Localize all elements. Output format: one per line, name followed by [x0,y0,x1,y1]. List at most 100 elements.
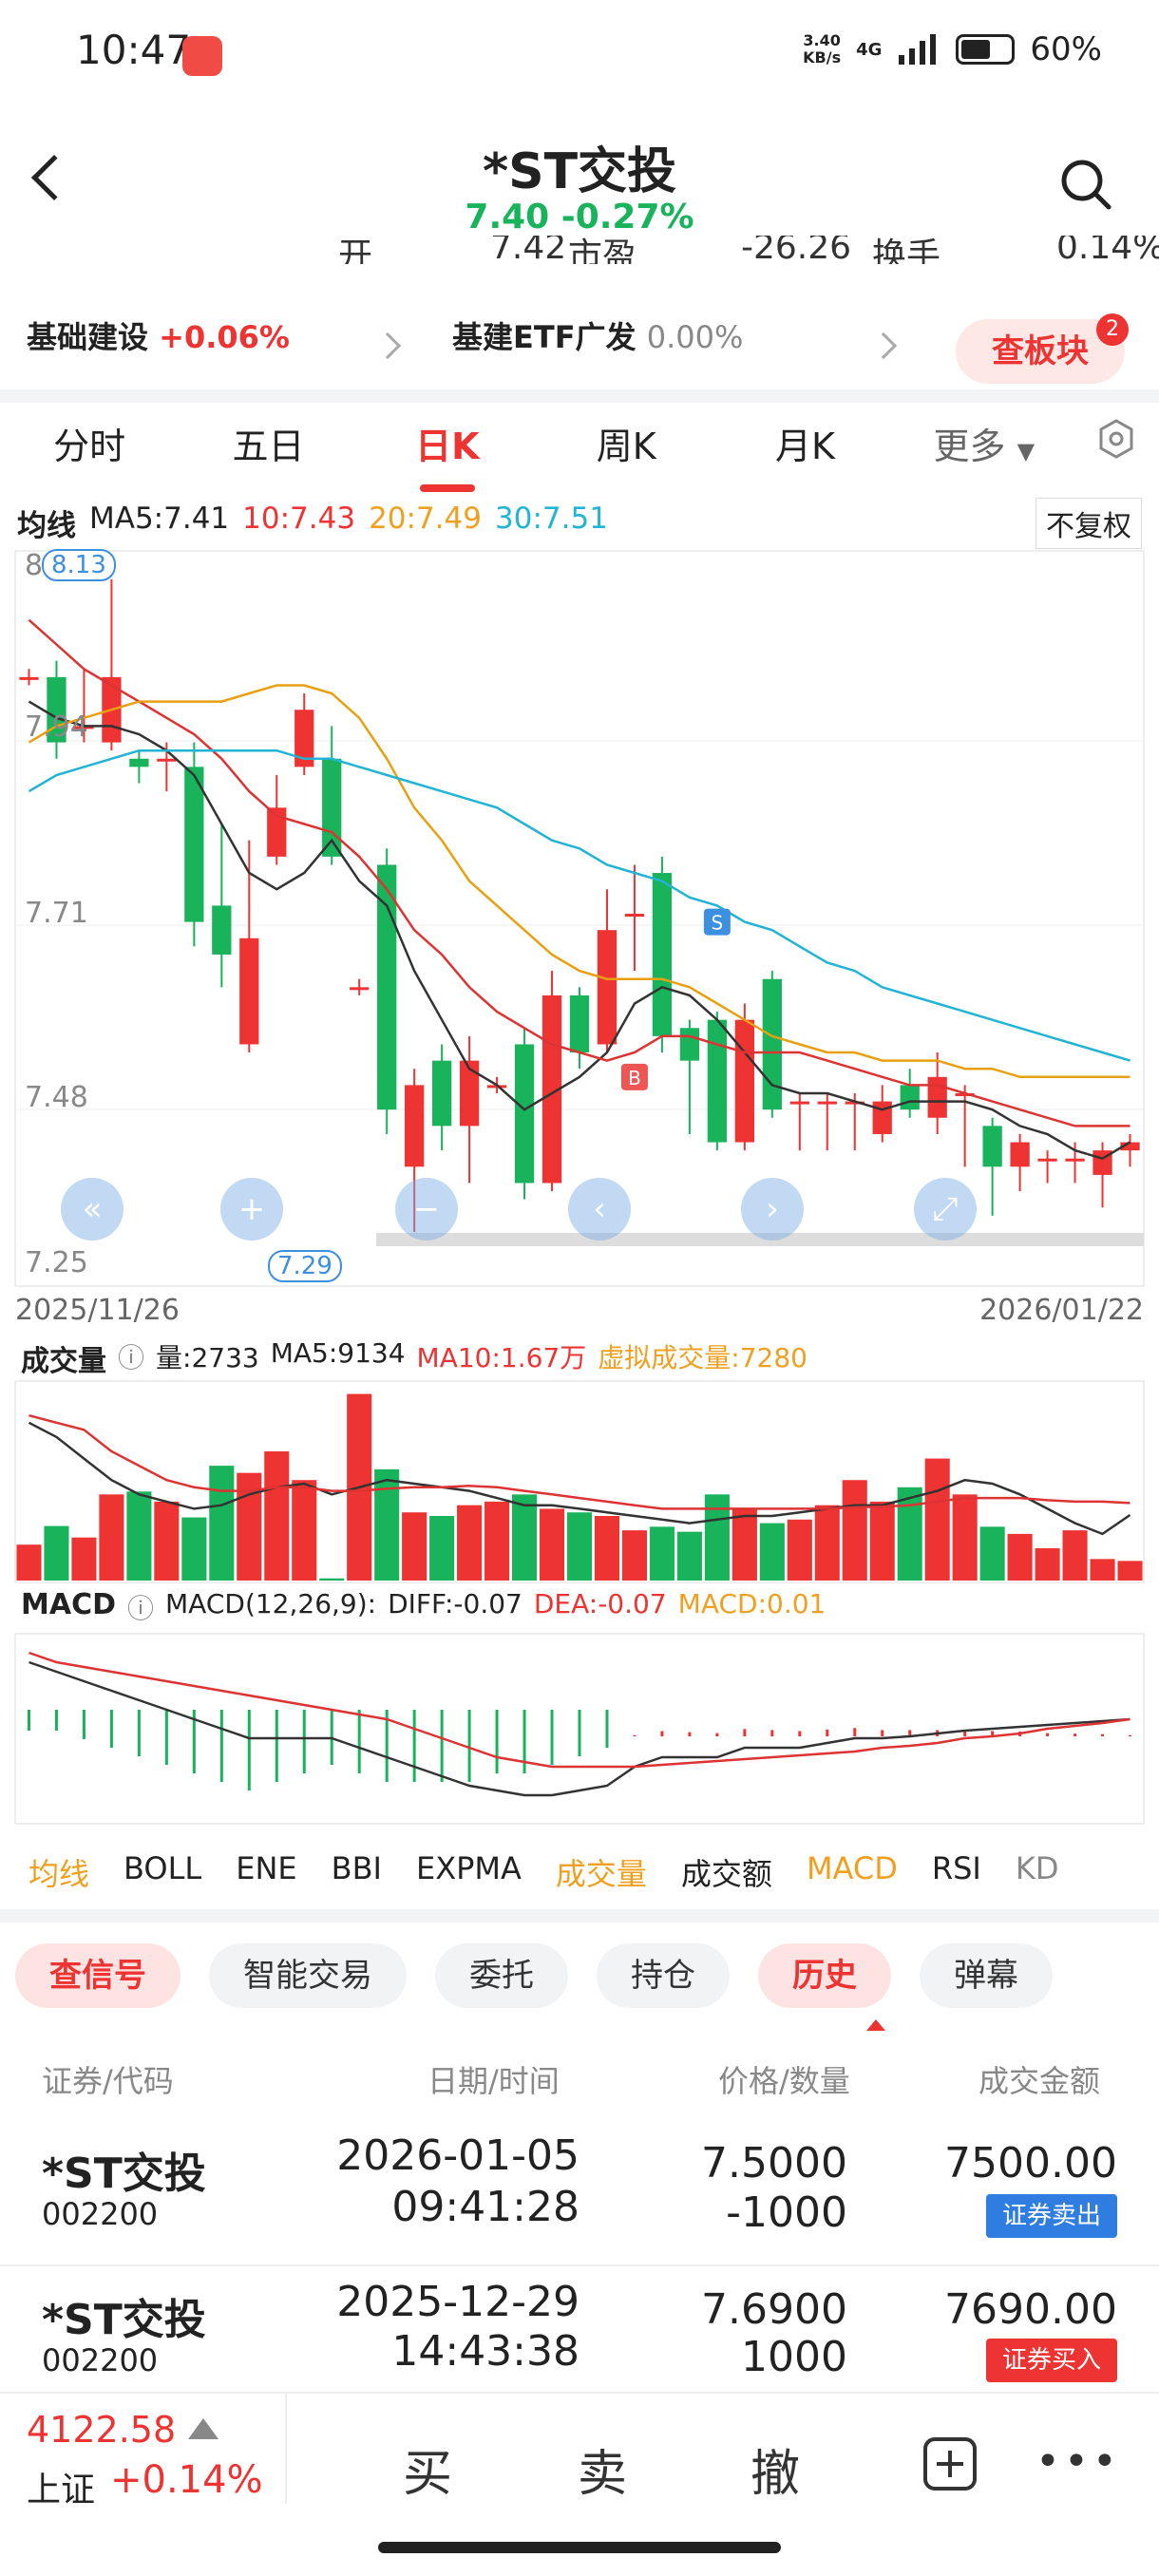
volume-bar [374,1468,400,1581]
macd-label: MACD [21,1588,116,1621]
volume-bar [429,1516,455,1581]
caret-down-icon: ▼ [1016,438,1036,464]
zoom-out-icon[interactable]: − [395,1178,458,1241]
indicator-ene[interactable]: ENE [236,1850,297,1886]
candle-body [405,1085,425,1167]
sell-button[interactable]: 卖 [578,2446,628,2503]
table-row[interactable]: *ST交投 002200 2026-01-05 09:41:28 7.5000 … [0,2124,1159,2266]
sector-link[interactable]: 基础建设 +0.06% [27,313,290,357]
tab-daily-k[interactable]: 日K [358,418,537,494]
tab-more[interactable]: 更多 ▼ [895,418,1074,494]
indicator-boll[interactable]: BOLL [124,1850,202,1886]
cancel-order-button[interactable]: 撤 [750,2446,801,2503]
volume-legend: 成交量 ⓘ 量:2733 MA5:9134 MA10:1.67万 虚拟成交量:7… [21,1337,808,1379]
candle-body [1065,1158,1085,1162]
row-price: 7.6900 [701,2285,847,2334]
volume-panel-frame [14,1380,1145,1583]
candle-body [184,767,204,922]
chart-settings-icon[interactable] [1074,418,1159,494]
indicator-expma[interactable]: EXPMA [415,1850,522,1886]
battery-icon [956,34,1016,65]
sector-pct: +0.06% [159,319,290,355]
indicator-amount[interactable]: 成交额 [680,1856,772,1892]
candle-body [1120,1142,1140,1151]
max-price-marker: 8.13 [42,549,116,581]
candle-body [267,807,287,857]
candle-body [514,1044,535,1184]
tab-monthly-k[interactable]: 月K [775,426,835,467]
stock-price-line: 7.40 -0.27% [0,198,1159,237]
history-button[interactable]: 历史 [758,1943,891,2008]
help-icon[interactable]: ⓘ [127,1593,155,1624]
peek-open-label: 开 [338,237,373,264]
volume-bar [44,1525,69,1581]
row-code: 002200 [42,2196,159,2232]
ma30-line [28,748,1130,1062]
candle-body [350,987,370,991]
sell-tag: 证券卖出 [986,2194,1117,2238]
tab-five-day[interactable]: 五日 [232,426,305,467]
row-qty: 1000 [741,2333,847,2381]
scroll-left-icon[interactable]: ‹ [568,1178,631,1241]
bottom-bar [0,2392,1159,2506]
check-signal-button[interactable]: 查信号 [15,1943,180,2008]
indicator-rsi[interactable]: RSI [931,1850,981,1886]
indicator-macd[interactable]: MACD [806,1850,898,1886]
add-icon[interactable] [922,2435,978,2492]
peek-turnover-label: 换手 [872,237,941,264]
buy-button[interactable]: 买 [403,2446,453,2503]
index-value[interactable]: 4122.58 [27,2409,177,2451]
divider [0,1909,1159,1923]
tab-more-label: 更多 [933,426,1006,467]
scroll-right-icon[interactable]: › [741,1178,804,1241]
view-sector-button[interactable]: 查板块 [956,319,1125,384]
macd-diff: DIFF:-0.07 [388,1588,522,1619]
fullscreen-icon[interactable]: ⤢ [914,1178,977,1241]
indicator-bbi[interactable]: BBI [331,1850,382,1886]
candle-body [1037,1158,1057,1162]
peek-pe-label: 市盈 [568,237,637,264]
kline-chart[interactable]: BS [0,541,1159,1833]
indicator-kd[interactable]: KD [1015,1850,1059,1886]
stock-change: -0.27% [560,198,694,237]
ma5-value: MA5:7.41 [89,502,230,536]
volume-bar [814,1505,840,1581]
orders-button[interactable]: 委托 [435,1943,568,2008]
tab-weekly-k[interactable]: 周K [596,426,656,467]
etf-link[interactable]: 基建ETF广发 0.00% [452,313,743,357]
ma5-line [28,700,1131,1161]
row-amount: 7500.00 [944,2139,1117,2188]
action-pills: 查信号 智能交易 委托 持仓 历史 弹幕 [15,1943,1144,2008]
more-icon[interactable]: ••• [1036,2437,1121,2486]
volume-bar [952,1494,978,1581]
candle-body [74,726,94,729]
volume-bar [1035,1548,1060,1581]
table-row[interactable]: *ST交投 002200 2025-12-29 14:43:38 7.6900 … [0,2270,1159,2394]
positions-button[interactable]: 持仓 [597,1943,730,2008]
help-icon[interactable]: ⓘ [118,1342,145,1373]
stock-title: *ST交投 [482,143,677,200]
danmaku-button[interactable]: 弹幕 [920,1943,1053,2008]
candle-body [1010,1142,1030,1167]
rewind-icon[interactable]: « [61,1178,124,1241]
candle-body [239,938,259,1045]
tab-intraday[interactable]: 分时 [53,426,126,467]
col-datetime: 日期/时间 [428,2063,560,2099]
peek-open-value: 7.42 [490,236,567,264]
buy-marker [620,1063,648,1090]
smart-trade-button[interactable]: 智能交易 [209,1943,407,2008]
row-amount: 7690.00 [944,2285,1117,2334]
zoom-in-icon[interactable]: + [220,1178,283,1241]
row-price: 7.5000 [701,2139,847,2188]
col-price-qty: 价格/数量 [718,2063,850,2099]
ma20-value: 20:7.49 [369,502,482,536]
indicator-ma[interactable]: 均线 [28,1856,90,1892]
search-icon[interactable] [1058,157,1113,212]
selected-indicator [866,2019,885,2031]
row-name: *ST交投 [42,2296,206,2344]
candle-body [982,1126,1002,1167]
indicator-volume[interactable]: 成交量 [555,1856,647,1892]
etf-name: 基建ETF广发 [452,319,636,355]
volume-bar [539,1508,565,1581]
restore-right-toggle[interactable]: 不复权 [1036,498,1142,549]
